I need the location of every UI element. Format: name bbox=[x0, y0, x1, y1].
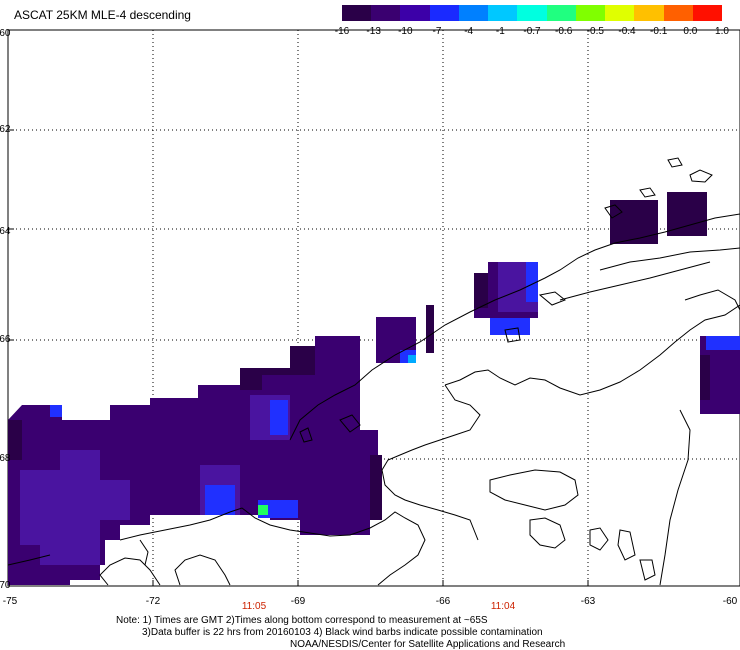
colorbar-swatch bbox=[692, 5, 723, 21]
note-line-2: 3)Data buffer is 22 hrs from 20160103 4)… bbox=[142, 627, 543, 638]
colorbar-swatch bbox=[458, 5, 489, 21]
latitude-label: -66 bbox=[0, 334, 11, 345]
colorbar-swatch bbox=[429, 5, 459, 21]
longitude-label: -63 bbox=[580, 596, 596, 607]
colorbar-label: -0.7 bbox=[523, 26, 541, 37]
colorbar-label: -7 bbox=[432, 26, 442, 37]
wind-swaths bbox=[8, 192, 740, 585]
colorbar-label: -10 bbox=[398, 26, 413, 37]
colorbar-labels: -16 -13 -10 -7 -4 -1 -0.7 -0.6 -0.5 -0.4 -0.1 0.0 1.… bbox=[335, 0, 729, 40]
colorbar-label: -0.6 bbox=[555, 26, 573, 37]
colorbar-swatch bbox=[605, 5, 635, 21]
colorbar-swatch bbox=[342, 5, 372, 21]
colorbar-swatch bbox=[400, 5, 430, 21]
colorbar-label: -16 bbox=[334, 26, 350, 37]
colorbar-swatch bbox=[634, 5, 664, 21]
longitude-label: -75 bbox=[2, 596, 18, 607]
colorbar-label: -0.4 bbox=[618, 26, 636, 37]
colorbar-label: 0.0 bbox=[683, 26, 698, 37]
colorbar-swatch bbox=[488, 5, 518, 21]
coastlines bbox=[7, 157, 740, 586]
colorbar-label: -1 bbox=[495, 26, 505, 37]
latitude-label: -62 bbox=[0, 124, 11, 135]
colorbar-label: -0.5 bbox=[586, 26, 604, 37]
colorbar-swatch bbox=[546, 5, 576, 21]
latitude-label: -70 bbox=[0, 580, 11, 591]
swath-box-2 bbox=[667, 192, 707, 236]
longitude-label: -69 bbox=[290, 596, 306, 607]
colorbar-label: -13 bbox=[366, 26, 381, 37]
colorbar-swatch bbox=[663, 5, 693, 21]
graticule bbox=[8, 30, 740, 585]
colorbar-label: -4 bbox=[464, 26, 474, 37]
longitude-label: -60 bbox=[722, 596, 738, 607]
pass-time-label: 11:04 bbox=[490, 601, 516, 612]
pass-time-label: 11:05 bbox=[241, 601, 267, 612]
map-frame bbox=[7, 29, 740, 587]
colorbar-label: -0.1 bbox=[650, 26, 668, 37]
colorbar-swatch bbox=[371, 5, 401, 21]
latitude-label: -64 bbox=[0, 226, 11, 237]
colorbar-swatch bbox=[575, 5, 606, 21]
latitude-label: -68 bbox=[0, 453, 11, 464]
map-title: ASCAT 25KM MLE-4 descending bbox=[14, 8, 191, 22]
colorbar bbox=[342, 5, 723, 21]
colorbar-swatch bbox=[517, 5, 547, 21]
colorbar-label: 1.0 bbox=[715, 26, 729, 37]
longitude-label: -72 bbox=[145, 596, 161, 607]
latitude-label: -60 bbox=[0, 28, 11, 39]
note-line-1: Note: 1) Times are GMT 2)Times along bot… bbox=[116, 615, 488, 626]
note-line-3: NOAA/NESDIS/Center for Satellite Applica… bbox=[290, 639, 566, 650]
longitude-label: -66 bbox=[435, 596, 451, 607]
